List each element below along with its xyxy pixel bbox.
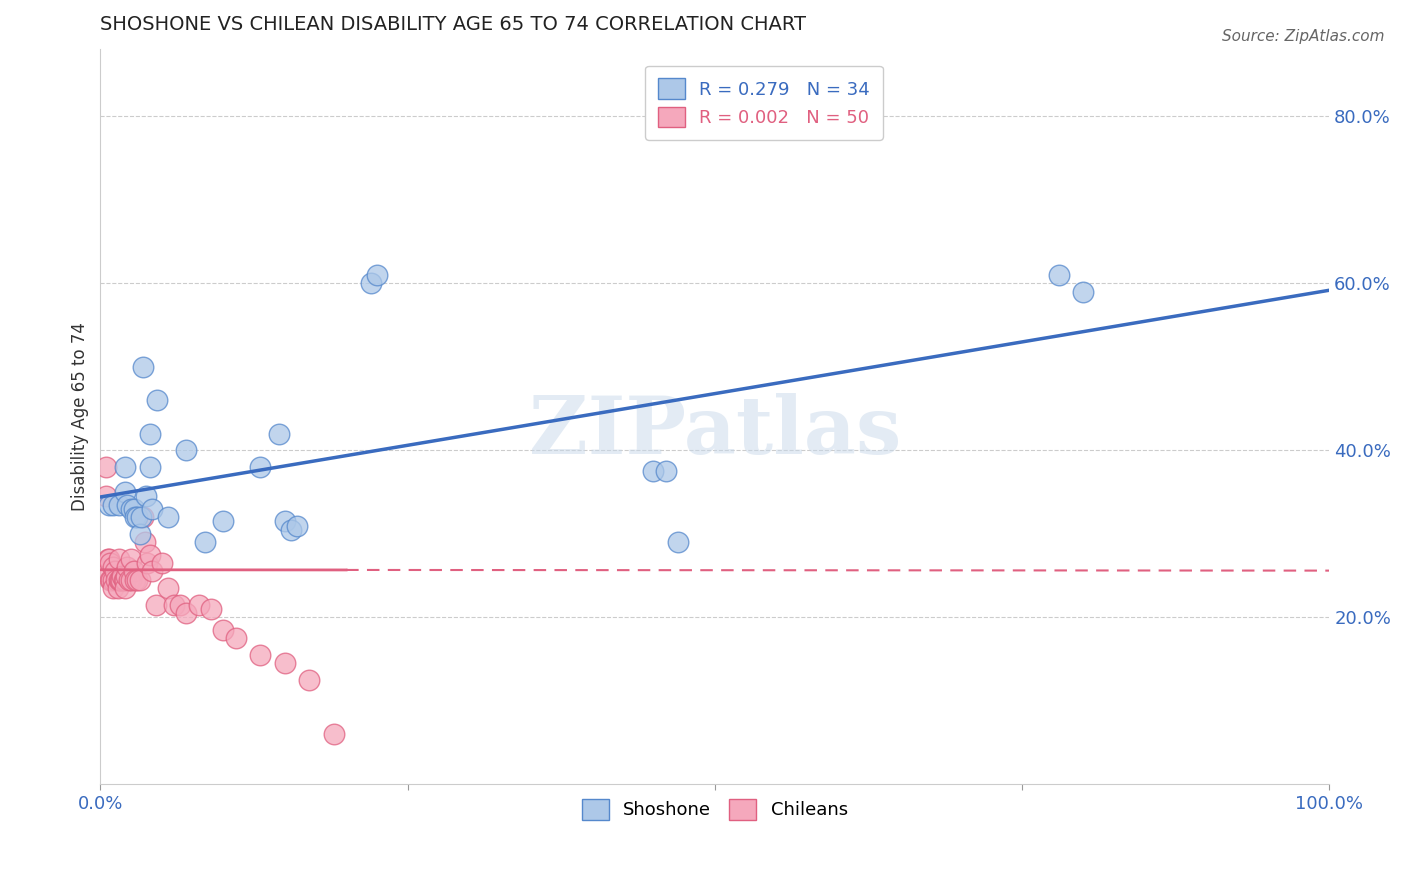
Point — [249, 460, 271, 475]
Point — [97, 498, 120, 512]
Point — [150, 556, 173, 570]
Text: ZIPatlas: ZIPatlas — [529, 392, 901, 471]
Point — [128, 573, 150, 587]
Point — [134, 535, 156, 549]
Point — [273, 514, 295, 528]
Point — [136, 556, 159, 570]
Point — [200, 602, 222, 616]
Point — [108, 573, 131, 587]
Point — [280, 523, 302, 537]
Point — [132, 510, 155, 524]
Point — [101, 581, 124, 595]
Point — [128, 527, 150, 541]
Point — [124, 510, 146, 524]
Point — [141, 501, 163, 516]
Point — [267, 426, 290, 441]
Point — [101, 573, 124, 587]
Point — [176, 443, 198, 458]
Point — [169, 598, 191, 612]
Point — [110, 573, 132, 587]
Point — [135, 489, 157, 503]
Point — [107, 573, 129, 587]
Point — [93, 565, 115, 579]
Point — [120, 501, 142, 516]
Y-axis label: Disability Age 65 to 74: Disability Age 65 to 74 — [72, 323, 89, 511]
Point — [187, 598, 209, 612]
Point — [114, 460, 136, 475]
Point — [145, 598, 167, 612]
Point — [120, 552, 142, 566]
Point — [122, 565, 145, 579]
Point — [107, 498, 129, 512]
Point — [96, 460, 118, 475]
Point — [138, 548, 160, 562]
Point — [101, 498, 124, 512]
Point — [96, 489, 118, 503]
Text: SHOSHONE VS CHILEAN DISABILITY AGE 65 TO 74 CORRELATION CHART: SHOSHONE VS CHILEAN DISABILITY AGE 65 TO… — [100, 15, 807, 34]
Point — [360, 277, 382, 291]
Point — [176, 606, 198, 620]
Point — [97, 552, 120, 566]
Point — [107, 581, 129, 595]
Point — [111, 568, 134, 582]
Point — [105, 573, 128, 587]
Legend: Shoshone, Chileans: Shoshone, Chileans — [575, 791, 855, 827]
Point — [156, 510, 179, 524]
Point — [98, 573, 121, 587]
Point — [249, 648, 271, 662]
Point — [138, 426, 160, 441]
Point — [129, 510, 152, 524]
Point — [156, 581, 179, 595]
Point — [1073, 285, 1095, 299]
Point — [101, 560, 124, 574]
Point — [194, 535, 217, 549]
Point — [120, 573, 142, 587]
Point — [122, 501, 145, 516]
Point — [127, 573, 149, 587]
Point — [1047, 268, 1070, 282]
Point — [117, 498, 139, 512]
Point — [115, 568, 138, 582]
Point — [114, 573, 136, 587]
Point — [322, 727, 344, 741]
Text: Source: ZipAtlas.com: Source: ZipAtlas.com — [1222, 29, 1385, 44]
Point — [298, 673, 321, 687]
Point — [285, 518, 308, 533]
Point — [124, 573, 146, 587]
Point — [666, 535, 689, 549]
Point — [112, 573, 135, 587]
Point — [100, 573, 122, 587]
Point — [212, 514, 235, 528]
Point — [132, 359, 155, 374]
Point — [163, 598, 186, 612]
Point — [138, 460, 160, 475]
Point — [212, 623, 235, 637]
Point — [117, 560, 139, 574]
Point — [114, 485, 136, 500]
Point — [273, 657, 295, 671]
Point — [654, 464, 676, 478]
Point — [104, 565, 127, 579]
Point — [97, 552, 120, 566]
Point — [127, 510, 149, 524]
Point — [366, 268, 388, 282]
Point — [141, 565, 163, 579]
Point — [114, 581, 136, 595]
Point — [98, 556, 121, 570]
Point — [643, 464, 665, 478]
Point — [146, 393, 169, 408]
Point — [225, 632, 247, 646]
Point — [107, 552, 129, 566]
Point — [117, 573, 139, 587]
